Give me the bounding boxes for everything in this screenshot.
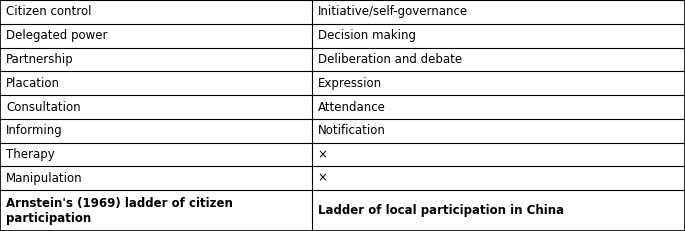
Text: Expression: Expression (318, 77, 382, 90)
Text: Citizen control: Citizen control (6, 5, 92, 18)
Text: Decision making: Decision making (318, 29, 416, 42)
Text: Deliberation and debate: Deliberation and debate (318, 53, 462, 66)
Text: Ladder of local participation in China: Ladder of local participation in China (318, 204, 564, 217)
Text: Consultation: Consultation (6, 100, 81, 113)
Text: Initiative/self-governance: Initiative/self-governance (318, 5, 468, 18)
Text: Notification: Notification (318, 124, 386, 137)
Text: Attendance: Attendance (318, 100, 386, 113)
Text: ×: × (318, 172, 327, 185)
Text: Therapy: Therapy (6, 148, 55, 161)
Text: Arnstein's (1969) ladder of citizen
participation: Arnstein's (1969) ladder of citizen part… (6, 197, 233, 225)
Text: Delegated power: Delegated power (6, 29, 108, 42)
Text: Placation: Placation (6, 77, 60, 90)
Text: Informing: Informing (6, 124, 63, 137)
Text: ×: × (318, 148, 327, 161)
Text: Manipulation: Manipulation (6, 172, 83, 185)
Text: Partnership: Partnership (6, 53, 74, 66)
